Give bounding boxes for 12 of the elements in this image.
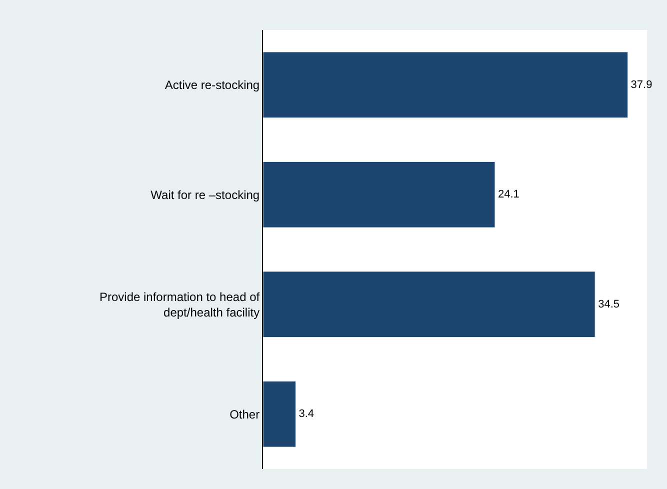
bar xyxy=(263,52,628,118)
data-label: 3.4 xyxy=(298,408,314,420)
data-label: 37.9 xyxy=(630,78,652,91)
y-tick-label: Other xyxy=(230,407,260,422)
bar xyxy=(263,271,596,338)
y-tick-label: Active re-stocking xyxy=(164,78,260,92)
y-tick-label: Provide information to head of dept/health facility xyxy=(99,290,260,320)
bar xyxy=(263,380,296,448)
bar xyxy=(263,161,496,228)
data-label: 24.1 xyxy=(498,188,520,201)
data-label: 34.5 xyxy=(598,298,620,310)
y-tick-label: Wait for re –stocking xyxy=(150,188,260,202)
